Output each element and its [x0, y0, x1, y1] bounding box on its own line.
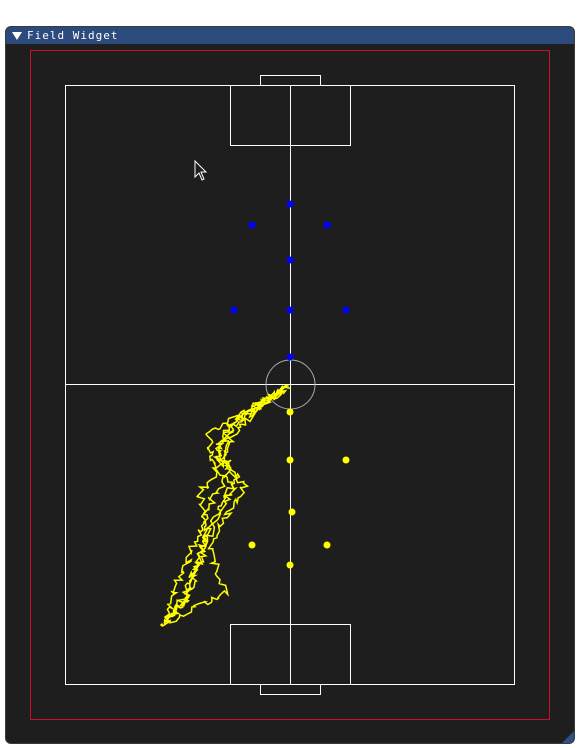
yellow-robot-1 — [286, 408, 294, 416]
collapse-arrow-icon[interactable] — [12, 31, 22, 40]
blue-robot-2 — [248, 221, 256, 229]
blue-robot-6 — [286, 306, 294, 314]
trajectory-paths — [159, 384, 292, 627]
yellow-robot-5 — [248, 541, 256, 549]
bottom-goal — [260, 684, 321, 695]
blue-robot-5 — [230, 306, 238, 314]
window-titlebar[interactable]: Field Widget — [6, 27, 574, 44]
top-goal — [260, 75, 321, 86]
blue-robot-8 — [286, 353, 294, 361]
blue-team — [230, 200, 350, 361]
field-boundary — [30, 50, 550, 720]
mouse-pointer-icon — [194, 160, 208, 181]
yellow-robot-6 — [323, 541, 331, 549]
yellow-robot-4 — [288, 508, 296, 516]
ball-trajectory-3 — [170, 384, 284, 615]
yellow-robot-3 — [342, 456, 350, 464]
yellow-team — [248, 408, 350, 569]
ball-trajectory-5 — [159, 384, 289, 627]
yellow-robot-2 — [286, 456, 294, 464]
blue-robot-3 — [323, 221, 331, 229]
yellow-robot-7 — [286, 561, 294, 569]
blue-robot-7 — [342, 306, 350, 314]
ball-trajectory-4 — [163, 389, 284, 625]
resize-grip-icon[interactable] — [562, 731, 574, 743]
window-title: Field Widget — [27, 29, 119, 42]
blue-robot-4 — [286, 256, 294, 264]
blue-robot-1 — [286, 200, 294, 208]
